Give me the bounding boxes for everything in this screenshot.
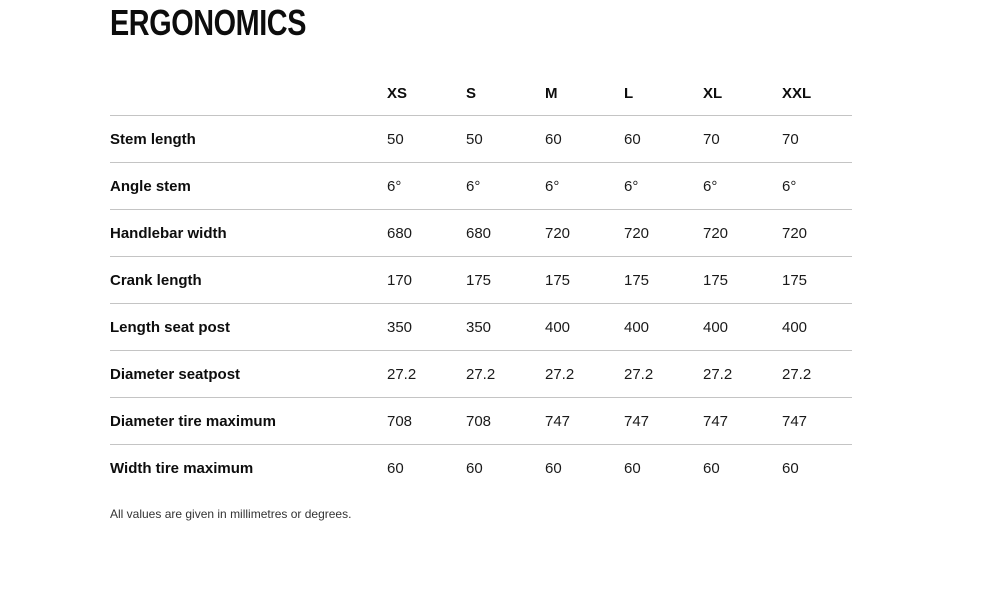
cell-value: 27.2 [782,365,812,383]
table-row: Length seat post 350 350 400 400 400 400 [110,304,852,351]
row-label: Handlebar width [110,224,227,242]
cell-value: 747 [545,412,571,430]
cell-value: 27.2 [466,365,496,383]
cell-value: 60 [624,460,641,477]
column-header-m: M [545,85,558,102]
cell-value: 175 [703,271,729,289]
table-row: Angle stem 6° 6° 6° 6° 6° 6° [110,163,852,210]
table-row: Stem length 50 50 60 60 70 70 [110,116,852,163]
cell-value: 6° [545,177,560,195]
row-label: Width tire maximum [110,460,254,477]
table-row: Handlebar width 680 680 720 720 720 720 [110,210,852,257]
cell-value: 400 [782,318,808,336]
cell-value: 175 [782,271,808,289]
page-title: ERGONOMICS [110,2,307,43]
row-label: Crank length [110,271,202,289]
cell-value: 175 [624,271,650,289]
cell-value: 60 [545,460,562,477]
footnote: All values are given in millimetres or d… [110,507,352,521]
column-header-xl: XL [703,85,723,102]
column-header-l: L [624,85,634,102]
cell-value: 350 [387,318,413,336]
spec-table: XS S M L XL XXL Stem length 50 50 60 60 70 70 Angle … [110,38,852,492]
table-row: Diameter tire maximum 708 708 747 747 747 747 [110,398,852,445]
cell-value: 170 [387,271,413,289]
cell-value: 60 [624,130,641,148]
cell-value: 60 [466,460,483,477]
cell-value: 6° [703,177,718,195]
cell-value: 60 [545,130,562,148]
cell-value: 708 [387,412,413,430]
cell-value: 400 [545,318,571,336]
cell-value: 708 [466,412,492,430]
cell-value: 70 [782,130,799,148]
table-row: Diameter seatpost 27.2 27.2 27.2 27.2 27.2 27.… [110,351,852,398]
column-header-s: S [466,85,477,102]
cell-value: 6° [782,177,797,195]
cell-value: 350 [466,318,492,336]
column-header-xs: XS [387,85,408,102]
cell-value: 680 [466,224,492,242]
cell-value: 60 [703,460,720,477]
cell-value: 720 [703,224,729,242]
cell-value: 60 [782,460,799,477]
row-label: Diameter seatpost [110,365,241,383]
cell-value: 27.2 [703,365,733,383]
cell-value: 747 [624,412,650,430]
cell-value: 680 [387,224,413,242]
table-header-row: XS S M L XL XXL [110,38,852,116]
cell-value: 27.2 [624,365,654,383]
cell-value: 27.2 [545,365,575,383]
cell-value: 720 [545,224,571,242]
table-row: Width tire maximum 60 60 60 60 60 60 [110,445,852,492]
cell-value: 60 [387,460,404,477]
cell-value: 747 [782,412,808,430]
table-body: Stem length 50 50 60 60 70 70 Angle stem 6° 6° 6° 6… [110,116,852,492]
cell-value: 50 [387,130,404,148]
cell-value: 747 [703,412,729,430]
cell-value: 400 [703,318,729,336]
cell-value: 6° [387,177,402,195]
column-header-xxl: XXL [782,85,812,102]
cell-value: 400 [624,318,650,336]
ergonomics-section: ERGONOMICS XS S M L XL XXL Stem length 50 50 60 6… [110,2,852,521]
cell-value: 6° [466,177,481,195]
row-label: Stem length [110,130,196,148]
table-row: Crank length 170 175 175 175 175 175 [110,257,852,304]
cell-value: 70 [703,130,720,148]
cell-value: 175 [466,271,492,289]
row-label: Length seat post [110,318,231,336]
cell-value: 50 [466,130,483,148]
row-label: Angle stem [110,177,191,195]
cell-value: 720 [782,224,808,242]
cell-value: 720 [624,224,650,242]
cell-value: 27.2 [387,365,417,383]
row-label: Diameter tire maximum [110,412,276,430]
cell-value: 175 [545,271,571,289]
cell-value: 6° [624,177,639,195]
